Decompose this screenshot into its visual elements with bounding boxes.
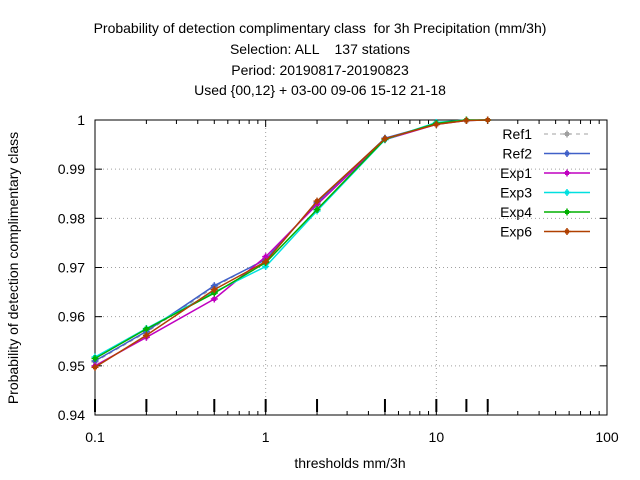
x-tick-label: 0.1: [85, 429, 105, 445]
legend-marker: [565, 132, 569, 136]
data-point: [464, 118, 469, 123]
data-point: [382, 136, 387, 141]
legend-label: Exp6: [500, 224, 532, 240]
legend-marker: [565, 210, 569, 214]
series-group: [91, 116, 492, 371]
chart-title-line-1: Probability of detection complimentary c…: [93, 20, 547, 36]
chart-title-line-4: Used {00,12} + 03-00 09-06 15-12 21-18: [194, 82, 446, 98]
y-tick-label: 0.95: [58, 358, 85, 374]
chart-title-line-3: Period: 20190817-20190823: [231, 62, 409, 78]
data-point: [212, 283, 217, 288]
y-tick-label: 0.99: [58, 161, 85, 177]
y-axis-label: Probability of detection complimentary c…: [5, 132, 21, 404]
series-ref2: [91, 116, 492, 365]
y-tick-label: 0.97: [58, 260, 85, 276]
y-tick-label: 1: [77, 112, 85, 128]
data-point: [263, 264, 268, 269]
legend-label: Exp1: [500, 165, 532, 181]
series-line: [94, 119, 488, 368]
legend-label: Exp4: [500, 204, 532, 220]
series-exp6: [91, 116, 492, 371]
data-point: [315, 207, 320, 212]
data-point: [212, 287, 217, 292]
x-tick-label: 100: [595, 429, 619, 445]
data-point: [263, 254, 268, 259]
plot-border: [94, 119, 608, 416]
legend-marker: [565, 229, 569, 234]
data-point: [485, 118, 490, 122]
data-point: [263, 259, 268, 264]
data-point: [144, 333, 149, 338]
series-line: [94, 119, 488, 358]
y-tick-label: 0.94: [58, 407, 85, 423]
series-line: [94, 119, 488, 367]
y-tick-label: 0.98: [58, 210, 85, 226]
data-point: [144, 326, 149, 331]
legend: Ref1 Ref2 Exp1 Exp3 Exp4 Exp6: [500, 126, 590, 240]
data-point: [93, 356, 97, 361]
data-point: [315, 199, 320, 204]
legend-marker: [565, 151, 569, 156]
y-tick-label: 0.96: [58, 309, 85, 325]
data-point: [434, 122, 439, 127]
legend-marker: [565, 190, 569, 195]
data-point: [212, 296, 217, 301]
x-axis-label: thresholds mm/3h: [294, 455, 405, 471]
tick-labels: 0.94 0.95 0.96 0.97 0.98 0.99 1 0.1 1 10 100: [58, 112, 619, 445]
x-tick-label: 10: [429, 429, 445, 445]
series-exp3: [91, 116, 492, 361]
x-tick-label: 1: [262, 429, 270, 445]
data-point: [93, 365, 97, 370]
legend-label: Ref1: [502, 126, 532, 142]
legend-label: Exp3: [500, 185, 532, 201]
chart-title-line-2: Selection: ALL 137 stations: [229, 41, 411, 57]
legend-marker: [565, 171, 569, 175]
legend-label: Ref2: [502, 146, 532, 162]
